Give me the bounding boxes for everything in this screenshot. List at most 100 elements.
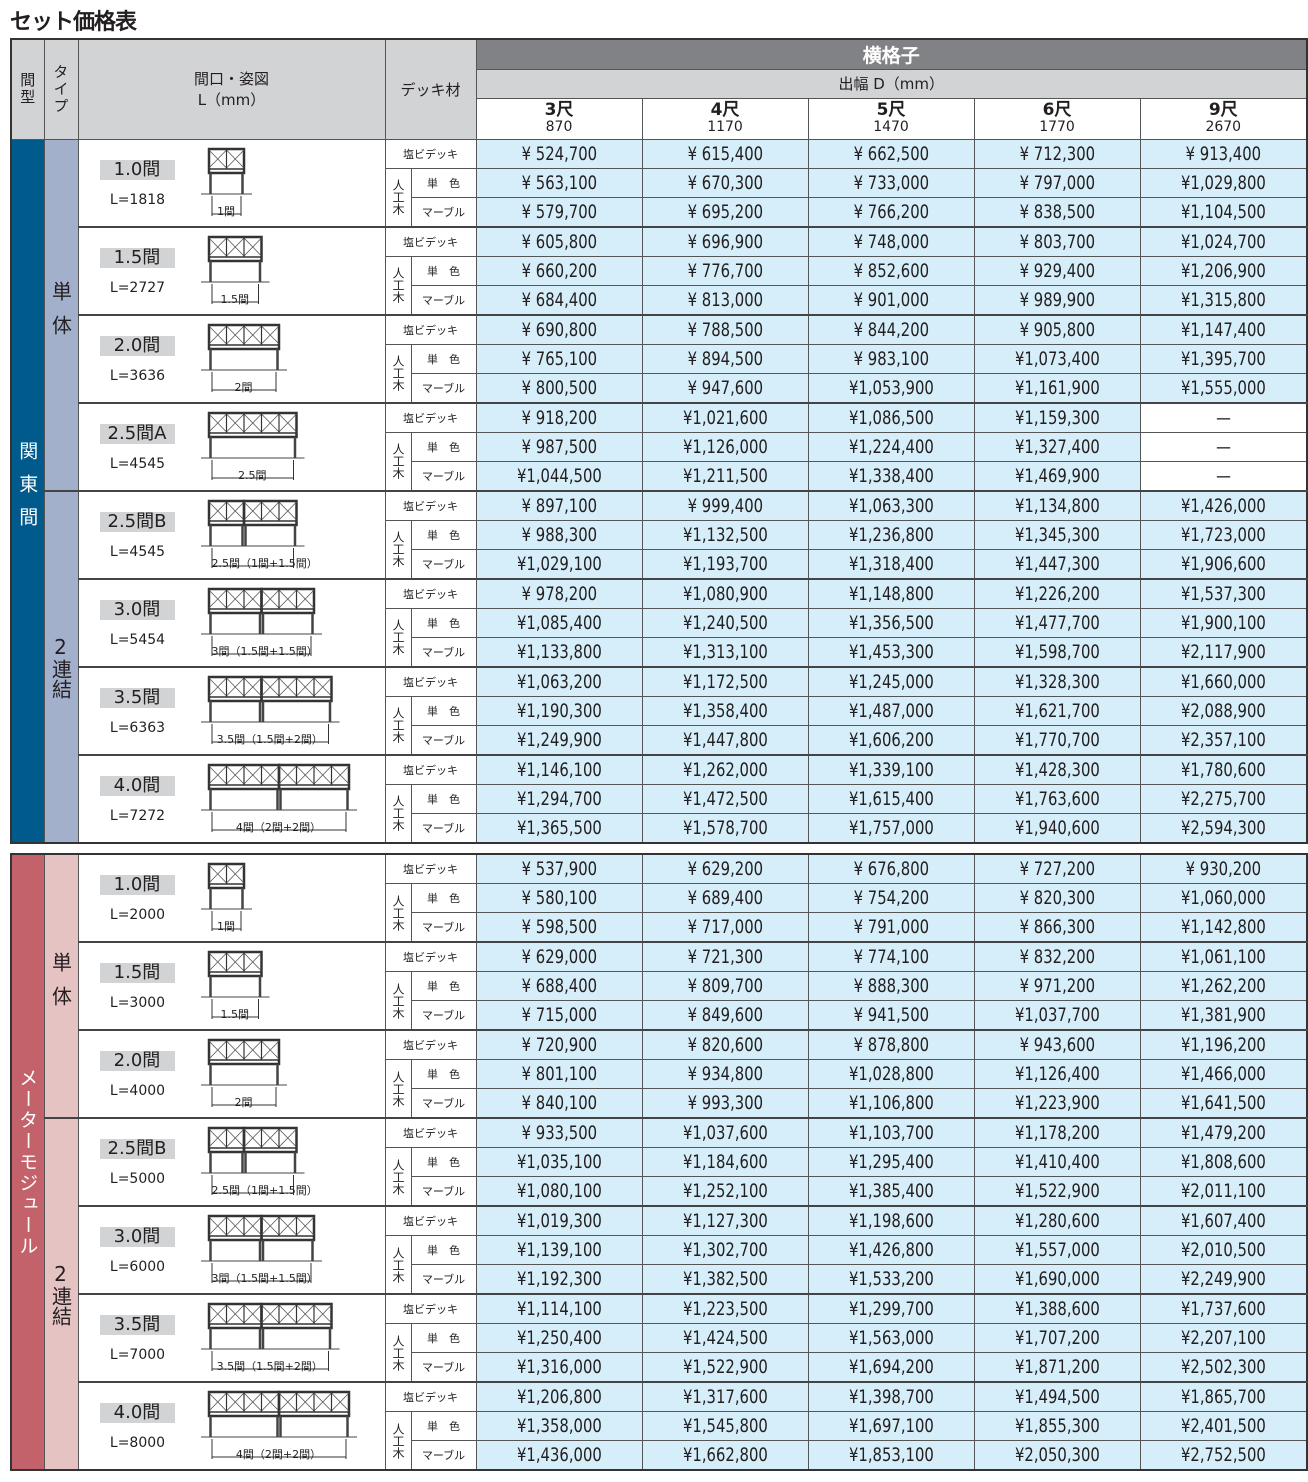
price-value: ¥1,487,000 bbox=[848, 699, 934, 722]
price-value: ¥1,252,100 bbox=[682, 1180, 768, 1202]
price-cell: ¥1,190,300 bbox=[475, 695, 643, 726]
length-label: L=3000 bbox=[109, 995, 166, 1011]
price-value: ¥1,126,000 bbox=[682, 435, 768, 458]
deck-artificial-wood: 人工木 bbox=[384, 1235, 412, 1295]
price-cell: ¥ 999,400 bbox=[641, 489, 809, 521]
price-value: ¥1,086,500 bbox=[848, 406, 934, 429]
price-row: 2.5間A L=4545 2.5間 塩ビデッキ ¥ 918,200 ¥1,021,600 ¥… bbox=[11, 401, 1308, 491]
deck-solid: 単 色 bbox=[410, 695, 477, 726]
price-value: ¥1,381,900 bbox=[1180, 1004, 1266, 1026]
price-cell: ¥1,522,900 bbox=[973, 1176, 1141, 1207]
price-cell: ¥1,035,100 bbox=[475, 1147, 643, 1177]
deck-pvc: 塩ビデッキ bbox=[384, 941, 477, 972]
price-cell: ¥1,382,500 bbox=[641, 1264, 809, 1295]
deck-solid: 単 色 bbox=[410, 971, 477, 1001]
deck-artificial-wood: 人工木 bbox=[384, 343, 412, 403]
dimension-label: 3.5間（1.5間+2間） bbox=[216, 732, 323, 746]
size-label: 3.0間 bbox=[99, 599, 175, 620]
price-value: ¥1,313,100 bbox=[682, 640, 768, 663]
price-value: ¥1,694,200 bbox=[848, 1356, 934, 1378]
depth-mm: 870 bbox=[545, 119, 573, 136]
price-cell: ¥ 888,300 bbox=[807, 971, 975, 1001]
size-label: 3.5間 bbox=[99, 1315, 175, 1335]
price-cell: ¥ 696,900 bbox=[641, 225, 809, 257]
price-cell: ¥ 852,600 bbox=[807, 255, 975, 286]
price-cell: ¥ 629,200 bbox=[641, 853, 809, 884]
price-cell: ¥2,088,900 bbox=[1139, 695, 1308, 726]
price-table-meter-module: メーターモジュール 単体 1.0間 L=2000 1間 塩ビデッキ ¥ 537,900 ¥ 6… bbox=[10, 853, 1308, 1471]
price-cell: ¥ 720,900 bbox=[475, 1029, 643, 1060]
length-label: L=8000 bbox=[109, 1435, 166, 1451]
frontage-cell: 2.5間B L=4545 2.5間（1間+1.5間） bbox=[77, 489, 386, 579]
price-cell: — bbox=[1139, 401, 1308, 433]
price-value: ¥1,159,300 bbox=[1014, 406, 1100, 429]
deck-solid: 単 色 bbox=[410, 1235, 477, 1265]
price-cell: ¥1,080,100 bbox=[475, 1176, 643, 1207]
length-label: L=7272 bbox=[109, 807, 166, 824]
price-value: ¥1,316,000 bbox=[516, 1356, 602, 1378]
price-value: ¥ 615,400 bbox=[687, 142, 763, 165]
price-cell: ¥1,021,600 bbox=[641, 401, 809, 433]
price-cell: ¥ 766,200 bbox=[807, 196, 975, 227]
price-cell: ¥1,780,600 bbox=[1139, 753, 1308, 785]
price-value: ¥ 776,700 bbox=[687, 259, 763, 282]
price-value: ¥ 943,600 bbox=[1019, 1034, 1095, 1056]
price-cell: ¥ 894,500 bbox=[641, 343, 809, 374]
price-cell: ¥1,317,600 bbox=[641, 1381, 809, 1412]
price-value: ¥1,280,600 bbox=[1014, 1210, 1100, 1232]
price-cell: ¥1,537,300 bbox=[1139, 577, 1308, 609]
price-cell: ¥1,184,600 bbox=[641, 1147, 809, 1177]
price-cell: ¥ 809,700 bbox=[641, 971, 809, 1001]
price-cell: ¥1,126,400 bbox=[973, 1059, 1141, 1089]
price-row: 2連結 2.5間B L=5000 2.5間（1間+1.5間） 塩ビデッキ ¥ 933,50… bbox=[11, 1117, 1308, 1471]
frontage-cell: 1.0間 L=2000 1間 bbox=[77, 853, 386, 943]
price-value: ¥ 598,500 bbox=[521, 916, 597, 938]
price-cell: ¥1,479,200 bbox=[1139, 1117, 1308, 1148]
price-row: 2.0間 L=3636 2間 塩ビデッキ ¥ 690,800 ¥ 788,500 ¥ 844… bbox=[11, 313, 1308, 403]
price-value: ¥1,871,200 bbox=[1014, 1356, 1100, 1378]
price-cell: ¥ 947,600 bbox=[641, 372, 809, 403]
price-cell: ¥1,037,700 bbox=[973, 1000, 1141, 1031]
price-value: ¥1,250,400 bbox=[516, 1327, 602, 1349]
length-label: L=7000 bbox=[109, 1347, 166, 1363]
length-label: L=4000 bbox=[109, 1083, 166, 1099]
price-cell: ¥1,206,800 bbox=[475, 1381, 643, 1412]
price-value: ¥1,328,300 bbox=[1014, 670, 1100, 693]
price-value: ¥1,236,800 bbox=[848, 523, 934, 546]
price-value: — bbox=[1215, 406, 1231, 429]
price-cell: ¥1,147,400 bbox=[1139, 313, 1308, 345]
price-value: ¥2,207,100 bbox=[1180, 1327, 1266, 1349]
price-cell: ¥ 813,000 bbox=[641, 284, 809, 315]
deck-artificial-label: 人工木 bbox=[391, 619, 405, 655]
price-value: ¥2,117,900 bbox=[1180, 640, 1266, 663]
price-cell: ¥2,275,700 bbox=[1139, 783, 1308, 814]
price-cell: ¥1,522,900 bbox=[641, 1352, 809, 1383]
price-row: マーブル ¥1,249,900 ¥1,447,800 ¥1,606,200 ¥1,770… bbox=[11, 724, 1308, 755]
deck-pvc: 塩ビデッキ bbox=[384, 753, 477, 785]
size-label: 2.5間B bbox=[99, 1139, 175, 1159]
price-cell: ¥ 563,100 bbox=[475, 167, 643, 198]
price-cell: ¥2,207,100 bbox=[1139, 1323, 1308, 1353]
price-cell: ¥1,662,800 bbox=[641, 1440, 809, 1471]
frontage-cell: 2.0間 L=4000 2間 bbox=[77, 1029, 386, 1119]
header-depth-0: 3尺 870 bbox=[475, 97, 643, 140]
price-row: マーブル ¥1,044,500 ¥1,211,500 ¥1,338,400 ¥1,469… bbox=[11, 460, 1308, 491]
header-depth-4: 9尺 2670 bbox=[1139, 97, 1308, 140]
price-cell: ¥ 933,500 bbox=[475, 1117, 643, 1148]
price-value: ¥ 720,900 bbox=[521, 1034, 597, 1056]
frontage-cell: 3.5間 L=7000 3.5間（1.5間+2間） bbox=[77, 1293, 386, 1383]
deck-artificial-label: 人工木 bbox=[391, 267, 405, 303]
header-frontage: 間口・姿図 L（mm） bbox=[77, 38, 386, 140]
price-value: ¥ 733,000 bbox=[853, 171, 929, 194]
price-value: ¥1,223,900 bbox=[1014, 1092, 1100, 1114]
price-value: ¥ 797,000 bbox=[1019, 171, 1095, 194]
price-cell: ¥1,103,700 bbox=[807, 1117, 975, 1148]
length-label: L=5454 bbox=[109, 631, 166, 648]
price-cell: ¥ 838,500 bbox=[973, 196, 1141, 227]
price-value: ¥1,763,600 bbox=[1014, 787, 1100, 810]
price-cell: ¥ 721,300 bbox=[641, 941, 809, 972]
frontage-diagram bbox=[200, 675, 339, 744]
price-cell: ¥ 840,100 bbox=[475, 1088, 643, 1119]
price-value: ¥ 670,300 bbox=[687, 171, 763, 194]
price-value: ¥1,063,300 bbox=[848, 494, 934, 517]
